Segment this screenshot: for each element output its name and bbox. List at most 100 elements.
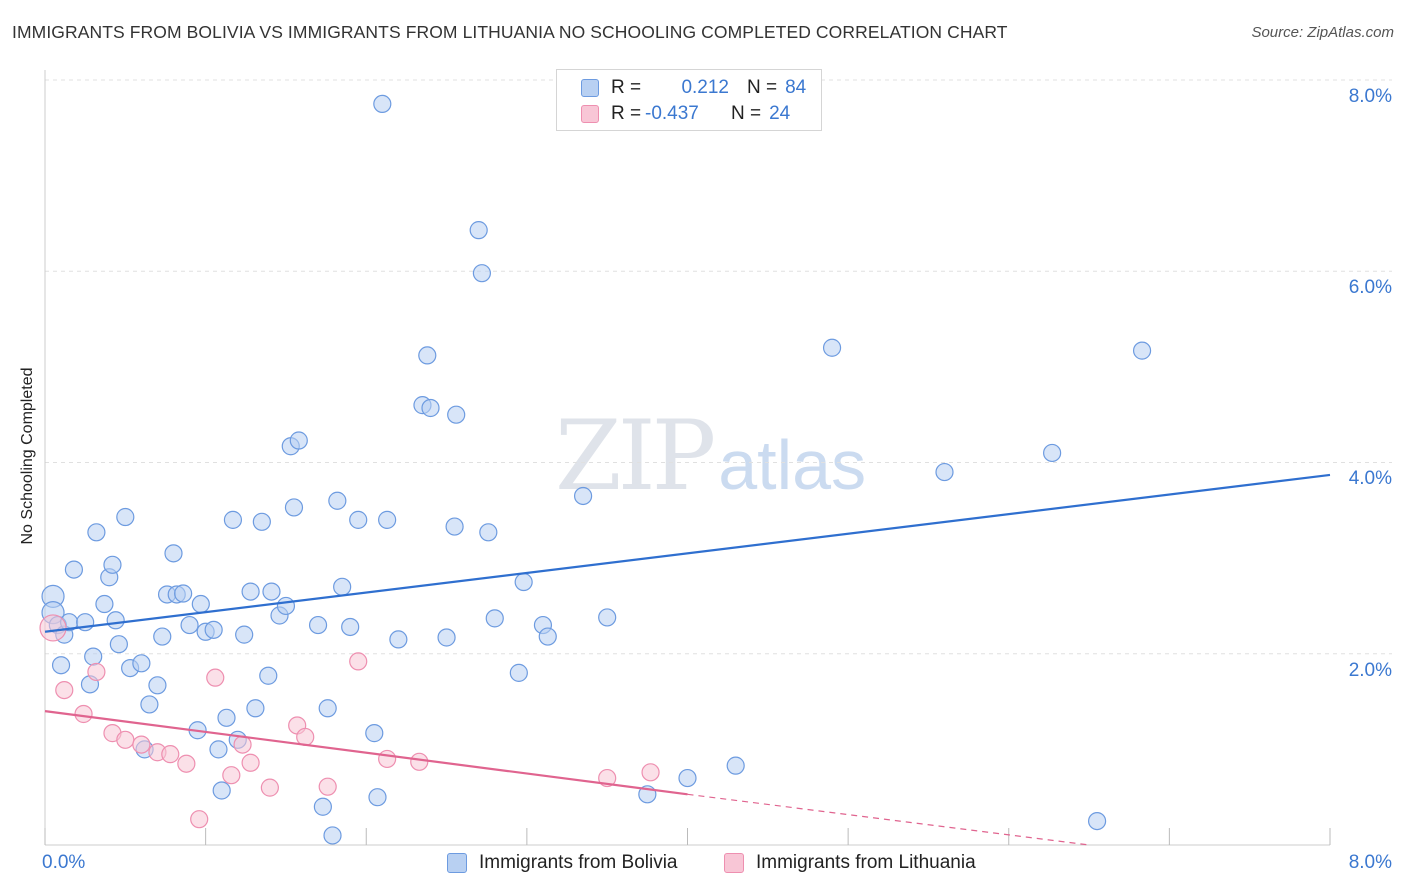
data-point-bolivia: [509, 663, 528, 682]
data-point-lithuania: [132, 735, 151, 754]
legend-n-value: 84: [785, 77, 807, 98]
data-point-bolivia: [421, 398, 440, 418]
data-point-bolivia: [140, 695, 159, 714]
series-swatch-bolivia: [447, 853, 467, 873]
data-point-bolivia: [246, 699, 265, 718]
data-point-bolivia: [109, 635, 128, 654]
data-point-bolivia: [51, 656, 71, 675]
data-point-lithuania: [87, 662, 106, 682]
data-point-lithuania: [641, 763, 660, 782]
series-swatch-lithuania: [724, 853, 744, 873]
data-point-bolivia: [223, 510, 243, 529]
data-point-bolivia: [349, 510, 368, 529]
data-point-bolivia: [241, 582, 260, 601]
trend-line-bolivia: [44, 473, 1331, 633]
legend-r-label: R =: [611, 103, 642, 124]
data-point-bolivia: [217, 708, 236, 727]
legend-r-value: 0.212: [681, 77, 729, 98]
data-point-bolivia: [368, 788, 387, 807]
data-point-lithuania: [74, 704, 93, 724]
data-point-bolivia: [822, 338, 842, 357]
data-point-bolivia: [148, 676, 167, 695]
data-point-bolivia: [485, 609, 504, 628]
x-tick-min: 0.0%: [42, 852, 86, 873]
data-point-bolivia: [447, 405, 466, 424]
data-point-bolivia: [726, 756, 745, 775]
legend-n-value: 24: [769, 103, 791, 124]
data-point-bolivia: [373, 94, 392, 114]
data-point-bolivia: [87, 523, 106, 542]
data-point-bolivia: [341, 617, 360, 637]
data-point-bolivia: [95, 594, 114, 614]
data-point-bolivia: [259, 666, 278, 685]
data-point-bolivia: [333, 577, 352, 596]
data-point-lithuania: [318, 777, 337, 796]
data-point-lithuania: [233, 735, 252, 754]
legend-swatch-bolivia: [581, 79, 599, 97]
legend-r-value: -0.437: [645, 103, 699, 124]
data-point-lithuania: [378, 749, 397, 769]
data-point-bolivia: [479, 523, 498, 542]
data-point-bolivia: [313, 797, 332, 816]
data-point-bolivia: [191, 594, 210, 614]
series-legend-bolivia[interactable]: Immigrants from Bolivia: [447, 852, 678, 874]
series-legend-lithuania[interactable]: Immigrants from Lithuania: [724, 852, 976, 874]
trend-line-lithuania-extension: [687, 793, 1090, 846]
data-point-bolivia: [1043, 443, 1062, 463]
data-point-bolivia: [365, 724, 384, 743]
stats-legend: R = 0.212 N = 84 R = -0.437 N = 24: [556, 69, 822, 131]
data-point-lithuania: [222, 766, 241, 785]
data-point-bolivia: [252, 512, 271, 531]
data-point-bolivia: [289, 431, 308, 450]
data-point-bolivia: [164, 544, 183, 563]
data-point-lithuania: [241, 753, 260, 772]
data-point-bolivia: [318, 699, 337, 718]
data-point-lithuania: [177, 754, 196, 773]
data-point-bolivia: [204, 620, 223, 639]
data-point-bolivia: [284, 498, 304, 517]
legend-n-label: N =: [731, 103, 762, 124]
data-point-lithuania: [161, 745, 180, 764]
y-tick-6: 6.0%: [1348, 277, 1392, 298]
data-point-lithuania: [296, 727, 315, 747]
data-point-bolivia: [328, 491, 347, 510]
data-point-bolivia: [573, 486, 593, 506]
data-point-bolivia: [212, 781, 231, 800]
data-point-bolivia: [472, 264, 491, 283]
legend-n-label: N =: [747, 77, 778, 98]
data-point-bolivia: [323, 826, 342, 845]
x-tick-max: 8.0%: [1348, 852, 1392, 873]
data-point-lithuania: [410, 752, 429, 771]
data-point-lithuania: [116, 730, 135, 749]
data-point-bolivia: [180, 615, 199, 635]
data-point-bolivia: [418, 346, 437, 365]
data-point-bolivia: [64, 560, 84, 579]
data-point-bolivia: [538, 627, 557, 646]
data-point-bolivia: [389, 630, 408, 649]
data-point-bolivia: [276, 596, 296, 616]
legend-swatch-lithuania: [581, 105, 599, 123]
data-point-bolivia: [308, 615, 328, 635]
y-tick-8: 8.0%: [1348, 86, 1392, 107]
data-point-bolivia: [598, 608, 617, 627]
data-point-bolivia: [262, 582, 281, 601]
data-point-bolivia: [103, 555, 122, 574]
data-point-bolivia: [132, 654, 151, 673]
data-point-bolivia: [106, 611, 125, 630]
data-point-bolivia: [116, 507, 135, 527]
data-point-bolivia: [469, 221, 488, 240]
y-tick-4: 4.0%: [1348, 468, 1392, 489]
data-point-bolivia: [174, 584, 193, 603]
data-point-bolivia: [84, 647, 103, 666]
legend-row-lithuania: R = -0.437 N = 24: [581, 102, 790, 126]
series-label-lithuania: Immigrants from Lithuania: [756, 852, 976, 873]
data-point-bolivia: [445, 517, 464, 536]
data-point-lithuania: [260, 778, 279, 797]
data-point-bolivia: [678, 768, 697, 788]
data-point-lithuania: [206, 668, 225, 687]
data-point-bolivia: [514, 572, 533, 592]
data-point-bolivia: [209, 740, 228, 759]
data-point-bolivia: [378, 510, 397, 529]
data-point-bolivia: [235, 625, 254, 644]
